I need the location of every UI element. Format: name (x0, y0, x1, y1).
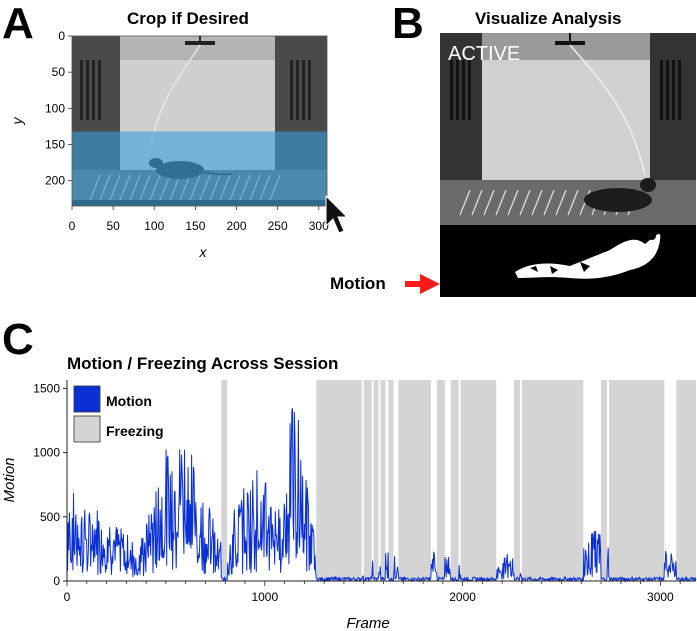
panel-a-xtick-label: 100 (144, 219, 164, 233)
freezing-interval (608, 380, 665, 581)
motion-arrow-icon (405, 274, 440, 294)
panel-c-xlabel: Frame (346, 615, 389, 631)
panel-a-figure: 0 50 100 150 200 0 50 100 150 200 250 300 x y (9, 29, 345, 260)
motion-series-line (66, 408, 697, 583)
freezing-interval (398, 380, 431, 581)
panel-c-ylabel: Motion (1, 457, 18, 502)
panel-c-xtick-label: 1000 (251, 590, 278, 604)
panel-c-ytick-label: 500 (40, 510, 60, 524)
panel-c-xtick-label: 0 (64, 590, 71, 604)
panel-a-ytick-label: 200 (45, 174, 65, 188)
panel-a-ytick-label: 50 (52, 65, 66, 79)
panel-c-letter: C (2, 315, 34, 364)
panel-c-ytick-label: 0 (53, 574, 60, 588)
freezing-interval (450, 380, 459, 581)
panel-c-xtick-label: 2000 (449, 590, 476, 604)
freezing-interval (514, 380, 520, 581)
panel-c-legend: Motion Freezing (73, 385, 164, 443)
freezing-interval (436, 380, 445, 581)
panel-a-plot-frame (71, 35, 328, 207)
freezing-interval (380, 380, 386, 581)
panel-a-xtick-label: 200 (227, 219, 247, 233)
freezing-interval (521, 380, 584, 581)
panel-c-title: Motion / Freezing Across Session (67, 354, 339, 373)
panel-a-xtick-label: 300 (309, 219, 329, 233)
motion-label: Motion (330, 274, 386, 293)
panel-a-xtick-label: 0 (69, 219, 76, 233)
panel-a-ytick-label: 150 (45, 138, 65, 152)
panel-a-xtick-label: 50 (106, 219, 120, 233)
panel-a-title: Crop if Desired (127, 9, 249, 28)
legend-label-freezing: Freezing (106, 423, 164, 439)
freezing-interval (460, 380, 497, 581)
crop-region[interactable] (72, 131, 327, 206)
freezing-interval (388, 380, 394, 581)
panel-a-xtick-label: 250 (268, 219, 288, 233)
freezing-interval (316, 380, 362, 581)
freezing-interval (373, 380, 379, 581)
panel-a-ytick-label: 0 (58, 29, 65, 43)
cursor-icon (325, 194, 345, 234)
motion-mask-frame (440, 225, 696, 297)
panel-c-xtick-label: 3000 (647, 590, 674, 604)
legend-swatch-motion (73, 385, 101, 413)
panel-a-ytick-label: 100 (45, 101, 65, 115)
panel-b-title: Visualize Analysis (475, 9, 622, 28)
panel-a-xlabel: x (199, 244, 208, 260)
freezing-interval (676, 380, 696, 581)
panel-b-letter: B (392, 0, 424, 48)
panel-b-figure: ACTIVE (405, 33, 696, 297)
freezing-interval (363, 380, 372, 581)
freezing-interval (601, 380, 607, 581)
legend-label-motion: Motion (106, 393, 152, 409)
panel-a-xtick-label: 150 (185, 219, 205, 233)
legend-swatch-freezing (73, 415, 101, 443)
panel-a-letter: A (2, 0, 34, 48)
panel-c-ytick-label: 1500 (33, 381, 60, 395)
freezing-interval (221, 380, 228, 581)
active-overlay-label: ACTIVE (448, 43, 520, 65)
panel-c-ytick-label: 1000 (33, 446, 60, 460)
analysis-video-frame: ACTIVE (440, 33, 696, 225)
panel-a-ylabel: y (9, 117, 25, 126)
